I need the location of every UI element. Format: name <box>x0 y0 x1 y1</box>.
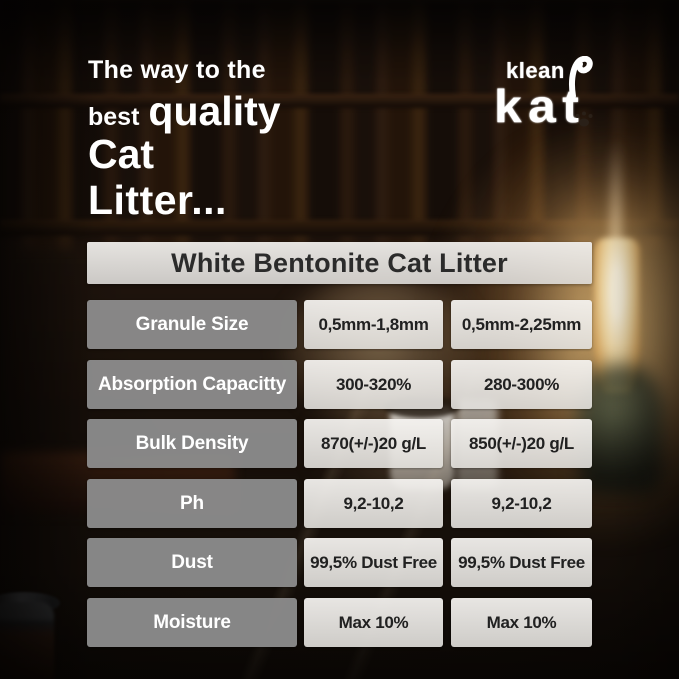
spec-label: Dust <box>87 538 297 587</box>
spec-row-dust: Dust 99,5% Dust Free 99,5% Dust Free <box>87 538 592 587</box>
spec-value-b: 280-300% <box>451 360 592 409</box>
spec-value-b: 99,5% Dust Free <box>451 538 592 587</box>
spec-value-a: 9,2-10,2 <box>304 479 443 528</box>
headline-best: best <box>88 103 140 131</box>
spec-value-a: 0,5mm-1,8mm <box>304 300 443 349</box>
spec-value-a: Max 10% <box>304 598 443 647</box>
headline: The way to the best quality Cat Litter..… <box>88 58 281 221</box>
lamp-beam <box>610 140 622 255</box>
headline-quality: quality <box>148 88 281 134</box>
spec-row-absorption: Absorption Capacitty 300-320% 280-300% <box>87 360 592 409</box>
paw-icon <box>575 111 593 127</box>
headline-line-2: best quality <box>88 91 281 132</box>
spec-row-ph: Ph 9,2-10,2 9,2-10,2 <box>87 479 592 528</box>
cat-tail-icon <box>568 56 593 98</box>
spec-value-b: Max 10% <box>451 598 592 647</box>
spec-value-b: 850(+/-)20 g/L <box>451 419 592 468</box>
headline-line-4: Litter... <box>88 177 227 223</box>
lamp <box>594 238 640 393</box>
spec-label: Bulk Density <box>87 419 297 468</box>
spec-value-b: 0,5mm-2,25mm <box>451 300 592 349</box>
jar-lid <box>0 592 60 614</box>
spec-label: Granule Size <box>87 300 297 349</box>
spec-label: Ph <box>87 479 297 528</box>
logo-kat-text: kat <box>494 80 586 132</box>
logo-top-row: klean <box>494 56 593 98</box>
headline-line-1: The way to the <box>88 56 266 84</box>
brand-logo: klean kat <box>494 56 593 133</box>
spec-label: Moisture <box>87 598 297 647</box>
logo-klean-text: klean <box>506 58 565 83</box>
spec-value-a: 870(+/-)20 g/L <box>304 419 443 468</box>
spec-row-granule-size: Granule Size 0,5mm-1,8mm 0,5mm-2,25mm <box>87 300 592 349</box>
spec-row-bulk-density: Bulk Density 870(+/-)20 g/L 850(+/-)20 g… <box>87 419 592 468</box>
spec-row-moisture: Moisture Max 10% Max 10% <box>87 598 592 647</box>
spec-label: Absorption Capacitty <box>87 360 297 409</box>
headline-line-3: Cat <box>88 131 155 177</box>
spec-value-a: 99,5% Dust Free <box>304 538 443 587</box>
spec-value-a: 300-320% <box>304 360 443 409</box>
table-title: White Bentonite Cat Litter <box>87 242 592 284</box>
spec-value-b: 9,2-10,2 <box>451 479 592 528</box>
jar <box>0 602 54 679</box>
